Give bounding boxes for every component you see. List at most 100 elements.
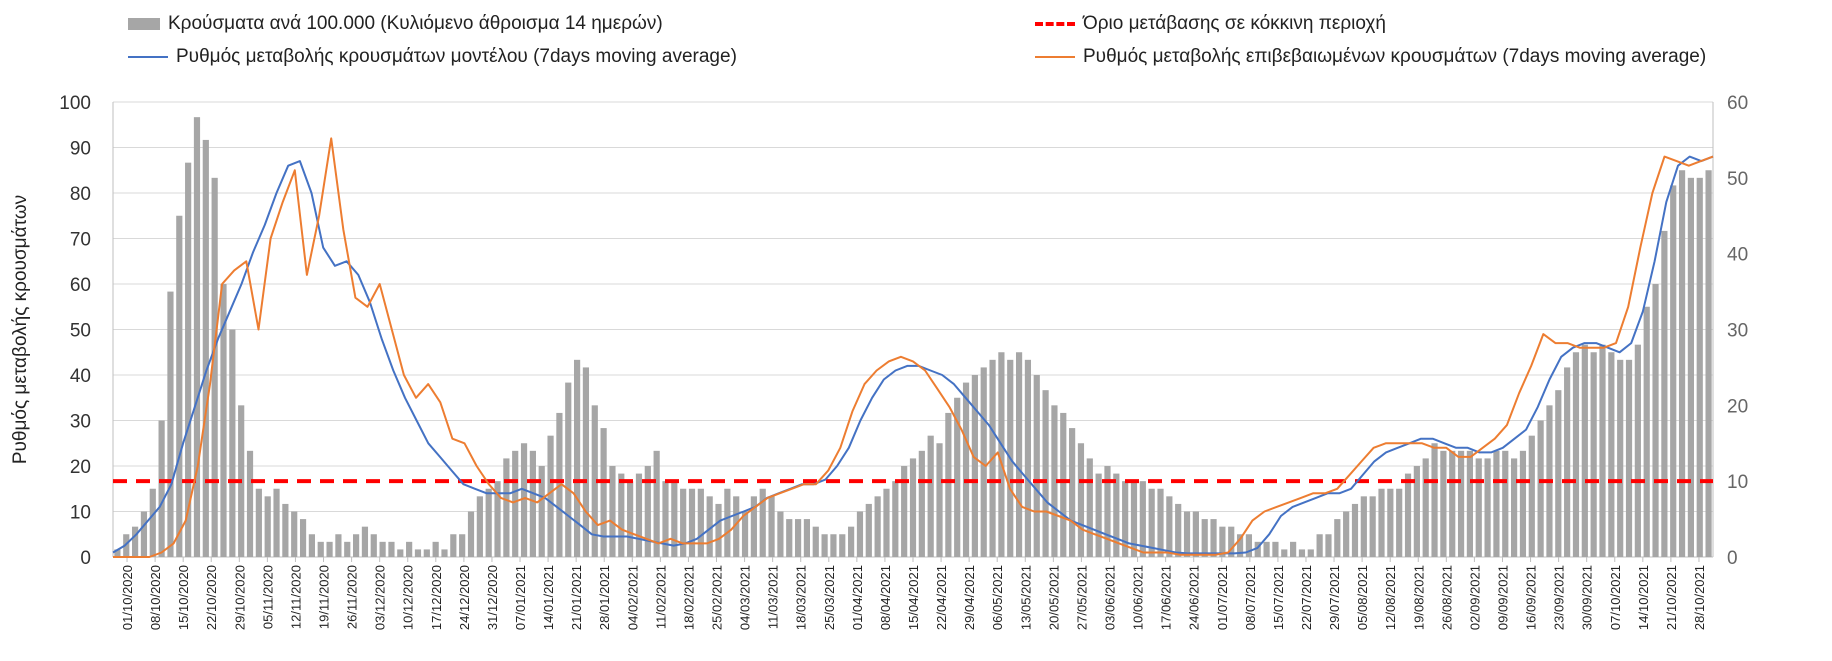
- legend-swatch-bars: [128, 18, 160, 30]
- bar: [618, 473, 625, 557]
- bar: [1670, 185, 1677, 557]
- bar: [1015, 352, 1023, 557]
- x-tick-label: 25/02/2021: [710, 565, 725, 630]
- bar: [786, 519, 793, 557]
- bar: [282, 503, 289, 557]
- y-left-tick-label: 50: [70, 321, 91, 342]
- y-right-tick-label: 0: [1727, 548, 1738, 569]
- x-tick-label: 05/11/2020: [260, 565, 275, 629]
- legend-swatch-confirmed: [1035, 56, 1075, 58]
- bar: [1290, 541, 1297, 557]
- bar: [1254, 541, 1261, 557]
- x-tick-label: 21/01/2021: [569, 565, 584, 630]
- bar: [1272, 541, 1279, 557]
- legend-item-confirmed: Ρυθμός μεταβολής επιβεβαιωμένων κρουσμάτ…: [1035, 46, 1706, 68]
- x-tick-label: 08/04/2021: [878, 565, 893, 630]
- bar: [1502, 450, 1509, 557]
- bar: [1484, 458, 1491, 557]
- bar: [892, 481, 899, 557]
- bar: [1608, 352, 1615, 557]
- bar: [945, 412, 952, 557]
- y-right-tick-label: 10: [1727, 472, 1748, 493]
- y-right-tick-label: 20: [1727, 396, 1748, 417]
- bar: [1307, 549, 1314, 557]
- bar: [697, 488, 704, 557]
- bar: [1148, 488, 1155, 557]
- bar: [1236, 534, 1244, 557]
- bar: [1343, 511, 1350, 557]
- bar: [777, 511, 784, 557]
- x-tick-label: 11/02/2021: [653, 565, 668, 629]
- bar: [361, 526, 369, 557]
- bar: [1643, 306, 1650, 557]
- bar: [1617, 359, 1624, 557]
- x-tick-label: 09/09/2021: [1495, 565, 1510, 630]
- bar: [1396, 488, 1403, 557]
- bar: [644, 466, 651, 557]
- x-tick-label: 19/08/2021: [1411, 565, 1426, 630]
- bar: [741, 511, 749, 557]
- bar: [1086, 458, 1093, 557]
- bar: [414, 549, 422, 557]
- bar: [609, 466, 616, 557]
- bar: [132, 526, 139, 557]
- x-tick-label: 26/08/2021: [1439, 565, 1454, 630]
- bar: [317, 541, 324, 557]
- y-left-tick-label: 10: [70, 503, 91, 524]
- bar: [830, 534, 837, 557]
- bar: [662, 481, 669, 557]
- bar: [193, 117, 201, 558]
- bar: [176, 215, 183, 557]
- y-axis-title: Ρυθμός μεταβολής κρουσμάτων: [10, 195, 31, 464]
- bar: [1360, 496, 1367, 557]
- bar: [167, 291, 174, 557]
- x-tick-label: 03/12/2020: [373, 565, 388, 630]
- bar: [1369, 496, 1376, 557]
- bar: [980, 367, 987, 557]
- bar: [476, 496, 483, 557]
- bar: [1528, 435, 1535, 557]
- bar: [918, 450, 925, 557]
- bar: [1210, 519, 1217, 557]
- bar: [423, 549, 430, 557]
- x-tick-label: 18/03/2021: [794, 565, 809, 630]
- y-right-tick-label: 40: [1727, 245, 1748, 266]
- bar: [1625, 359, 1633, 557]
- x-tick-label: 28/01/2021: [597, 565, 612, 630]
- bar: [1687, 177, 1694, 558]
- x-tick-label: 10/12/2020: [401, 565, 416, 630]
- x-tick-label: 28/10/2021: [1692, 565, 1707, 630]
- bar: [812, 526, 819, 557]
- y-left-tick-label: 0: [80, 548, 91, 569]
- bar: [149, 488, 156, 557]
- bar: [503, 458, 510, 557]
- bar: [1422, 458, 1429, 557]
- bar: [1581, 344, 1588, 557]
- y-left-tick-label: 60: [70, 275, 91, 296]
- bar: [370, 534, 377, 557]
- bar: [600, 428, 607, 557]
- bar: [432, 541, 439, 557]
- bar: [1201, 519, 1208, 557]
- bar: [1298, 549, 1306, 557]
- bar: [1175, 503, 1182, 557]
- bar: [759, 488, 766, 557]
- bar: [680, 488, 687, 557]
- bar: [1466, 450, 1473, 557]
- series-line-confirmed: [113, 137, 1714, 558]
- x-tick-label: 31/12/2020: [485, 565, 500, 630]
- bar: [688, 488, 696, 557]
- bar: [353, 534, 360, 557]
- x-tick-label: 14/01/2021: [541, 565, 556, 630]
- bar: [936, 443, 943, 557]
- x-tick-label: 04/02/2021: [625, 565, 640, 630]
- bar: [1678, 170, 1686, 557]
- bar: [114, 549, 121, 557]
- bar: [335, 534, 342, 557]
- y-right-tick-label: 60: [1727, 93, 1748, 114]
- x-tick-label: 29/04/2021: [962, 565, 977, 630]
- bar: [1404, 473, 1412, 557]
- legend-label-bars: Κρούσματα ανά 100.000 (Κυλιόμενο άθροισμ…: [168, 13, 663, 34]
- bar: [1077, 443, 1085, 557]
